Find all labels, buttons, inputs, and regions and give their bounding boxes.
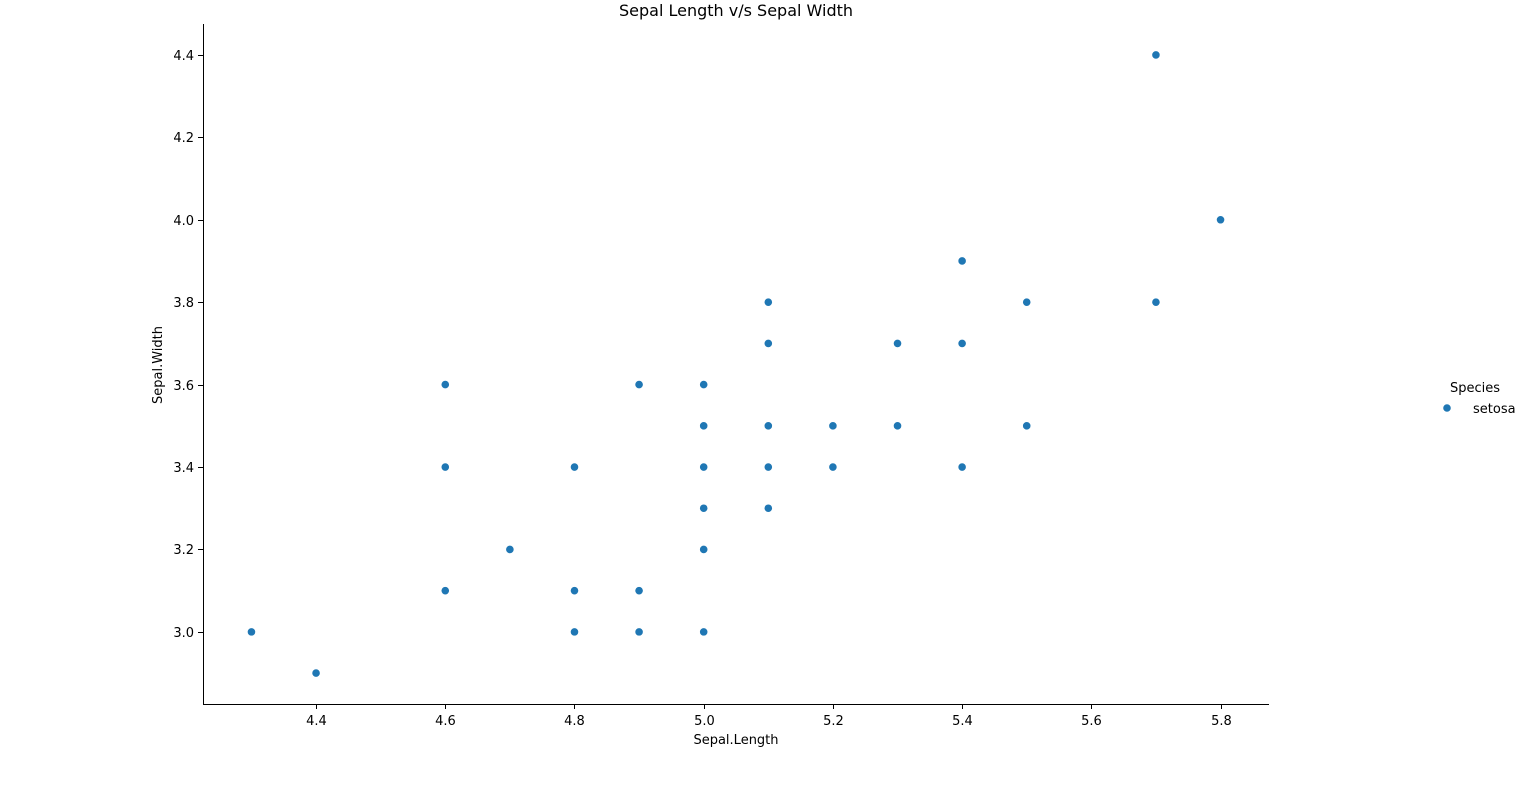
data-point-setosa	[892, 421, 903, 431]
data-point-setosa	[763, 297, 773, 307]
y-tick-label: 4.2	[173, 131, 194, 146]
data-point-setosa	[828, 421, 838, 431]
data-point-setosa	[634, 627, 644, 637]
x-tick-label: 4.6	[435, 714, 456, 729]
x-tick-label: 5.8	[1211, 714, 1232, 729]
data-point-setosa	[634, 586, 644, 596]
data-point-setosa	[828, 462, 838, 472]
y-tick-label: 4.4	[173, 49, 194, 64]
data-point-setosa	[957, 338, 967, 348]
x-tick-label: 4.4	[306, 714, 327, 729]
x-tick-label: 4.8	[564, 714, 585, 729]
y-axis-ticks: 3.0 3.2 3.4 3.6 3.8 4.0 4.2 4.4	[173, 49, 203, 641]
x-tick-label: 5.4	[952, 714, 973, 729]
y-tick-label: 3.2	[173, 543, 194, 558]
data-point-setosa	[763, 503, 773, 513]
x-tick-label: 5.2	[823, 714, 844, 729]
x-axis-label: Sepal.Length	[693, 733, 778, 748]
data-point-setosa	[763, 338, 773, 348]
data-point-setosa	[763, 462, 773, 472]
legend-label-setosa: setosa	[1473, 402, 1516, 417]
data-point-setosa	[699, 544, 709, 555]
data-point-setosa	[569, 462, 580, 472]
y-tick-label: 3.6	[173, 379, 194, 394]
y-tick-label: 3.0	[173, 626, 194, 641]
data-point-setosa	[440, 462, 450, 472]
y-axis-label: Sepal.Width	[151, 326, 166, 404]
data-point-setosa	[892, 338, 903, 348]
data-point-setosa	[440, 380, 450, 390]
x-axis-ticks: 4.4 4.6 4.8 5.0 5.2 5.4 5.6 5.8	[306, 704, 1232, 729]
data-points	[246, 50, 1226, 678]
data-point-setosa	[699, 380, 709, 390]
data-point-setosa	[569, 586, 580, 596]
data-point-setosa	[1215, 215, 1226, 225]
data-point-setosa	[505, 544, 515, 555]
data-point-setosa	[634, 380, 644, 390]
legend-title: Species	[1450, 381, 1500, 396]
data-point-setosa	[440, 586, 450, 596]
data-point-setosa	[699, 503, 709, 513]
data-point-setosa	[246, 627, 257, 637]
data-point-setosa	[957, 256, 967, 266]
y-tick-label: 4.0	[173, 214, 194, 229]
data-point-setosa	[569, 627, 580, 637]
legend-marker-setosa	[1442, 403, 1452, 413]
y-tick-label: 3.4	[173, 461, 194, 476]
x-tick-label: 5.6	[1081, 714, 1102, 729]
data-point-setosa	[699, 421, 709, 431]
data-point-setosa	[1022, 421, 1032, 431]
legend: Species setosa	[1442, 381, 1516, 417]
data-point-setosa	[763, 421, 773, 431]
data-point-setosa	[1151, 50, 1161, 60]
data-point-setosa	[699, 462, 709, 472]
y-tick-label: 3.8	[173, 296, 194, 311]
plot-area: 4.4 4.6 4.8 5.0 5.2 5.4 5.6 5.8 3.0 3.2 3.4 3.6 3.8…	[173, 24, 1269, 729]
chart-title: Sepal Length v/s Sepal Width	[619, 1, 853, 20]
data-point-setosa	[699, 627, 709, 637]
x-tick-label: 5.0	[694, 714, 715, 729]
data-point-setosa	[311, 668, 321, 678]
data-point-setosa	[957, 462, 967, 472]
data-point-setosa	[1022, 297, 1032, 307]
data-point-setosa	[1151, 297, 1161, 307]
